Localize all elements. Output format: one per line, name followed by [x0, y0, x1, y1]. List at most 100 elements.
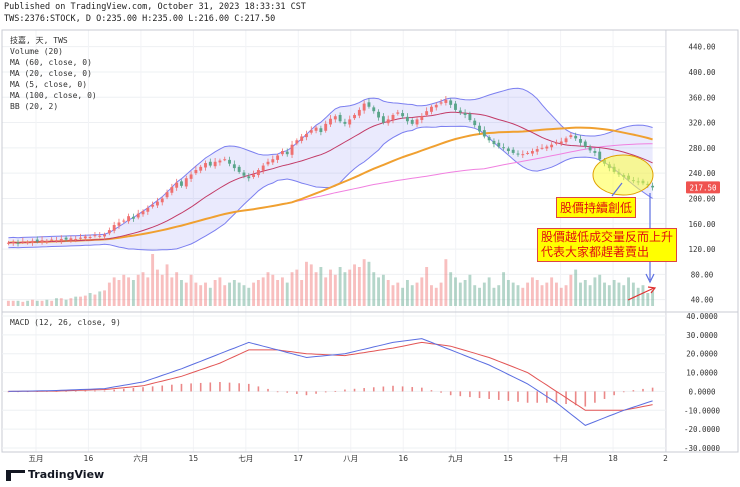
volume-bar — [372, 272, 376, 306]
legend-ma5[interactable]: MA (5, close, 0) — [10, 80, 88, 89]
time-tick-label: 七月 — [238, 454, 253, 463]
price-tick-label: 40.00 — [691, 296, 714, 305]
legend-volume[interactable]: Volume (20) — [10, 47, 63, 56]
candle-body — [329, 118, 332, 125]
candle-body — [93, 235, 97, 237]
volume-bar — [319, 267, 323, 306]
volume-bar — [242, 285, 246, 306]
candle-body — [146, 207, 150, 212]
candle-body — [276, 155, 280, 160]
candle-body — [430, 106, 433, 112]
volume-bar — [425, 267, 429, 306]
macd-histogram-bar — [392, 385, 394, 392]
price-tick-label: 320.00 — [688, 119, 716, 128]
price-tick-label: 360.00 — [688, 93, 716, 102]
volume-bar — [641, 285, 645, 306]
volume-bar — [516, 285, 520, 306]
candle-body — [583, 141, 587, 147]
candle-body — [242, 172, 246, 176]
candle-body — [45, 240, 49, 242]
candle-body — [497, 142, 501, 147]
candle-body — [223, 159, 227, 161]
legend-symbol[interactable]: 技嘉, 天, TWS — [10, 36, 68, 45]
candle-body — [266, 161, 270, 165]
candle-body — [564, 138, 568, 143]
macd-histogram-bar — [430, 390, 433, 392]
volume-bar — [588, 285, 592, 306]
tradingview-logo[interactable]: TradingView — [6, 468, 104, 481]
candle-body — [88, 237, 92, 239]
volume-bar — [627, 277, 631, 306]
volume-bar — [540, 285, 544, 306]
time-tick-label: 16 — [398, 454, 408, 463]
candle-body — [165, 192, 169, 198]
volume-bar — [487, 277, 491, 306]
volume-bar — [131, 280, 135, 306]
volume-bar — [165, 264, 169, 306]
volume-bar — [309, 264, 313, 306]
candle-body — [425, 111, 429, 115]
candle-body — [559, 141, 563, 144]
volume-bar — [79, 296, 82, 306]
volume-bar — [396, 282, 400, 306]
candle-body — [64, 237, 68, 240]
volume-bar — [83, 295, 87, 306]
volume-bar — [535, 280, 539, 306]
volume-bar — [492, 287, 496, 306]
volume-bar — [223, 285, 227, 306]
volume-bar — [329, 269, 332, 306]
macd-histogram-bar — [507, 391, 510, 401]
macd-histogram-bar — [526, 391, 529, 403]
candle-body — [213, 161, 217, 167]
volume-bar — [434, 287, 438, 306]
volume-bar — [98, 291, 102, 306]
volume-bar — [343, 272, 347, 306]
volume-bar — [377, 277, 381, 306]
legend-ma60[interactable]: MA (60, close, 0) — [10, 58, 92, 67]
candle-body — [160, 198, 164, 203]
volume-bar — [386, 280, 390, 306]
candle-body — [651, 185, 655, 188]
volume-bar — [622, 285, 626, 306]
legend-bb[interactable]: BB (20, 2) — [10, 102, 59, 111]
volume-bar — [155, 269, 159, 306]
candle-body — [343, 121, 347, 124]
time-tick-label: 15 — [503, 454, 513, 463]
volume-bar — [103, 290, 106, 306]
annotation-volume-rising: 股價越低成交量反而上升 代表大家都趕著賣出 — [537, 228, 678, 262]
candle-body — [333, 116, 337, 120]
candle-body — [410, 120, 414, 124]
chart-frame — [1, 29, 739, 453]
macd-tick-label: -10.0000 — [684, 406, 721, 415]
volume-bar — [569, 274, 573, 306]
macd-histogram-bar — [238, 383, 240, 392]
candle-body — [454, 103, 457, 110]
volume-bar — [237, 282, 241, 306]
macd-tick-label: -30.0000 — [684, 444, 721, 453]
time-tick-label: 五月 — [29, 454, 44, 463]
ma60-line — [8, 126, 653, 244]
bb-band-area — [8, 88, 653, 251]
macd-tick-label: -20.0000 — [684, 425, 721, 434]
legend-ma20[interactable]: MA (20, close, 0) — [10, 69, 92, 78]
candle-body — [506, 148, 510, 152]
macd-histogram-bar — [594, 391, 596, 403]
macd-histogram-bar — [555, 391, 558, 403]
bb-upper-line — [8, 87, 653, 239]
time-tick-label: 18 — [608, 454, 618, 463]
candle-body — [199, 166, 203, 171]
volume-bar — [612, 280, 616, 306]
candle-body — [35, 239, 39, 242]
candle-body — [521, 154, 525, 156]
legend-macd[interactable]: MACD (12, 26, close, 9) — [10, 318, 121, 327]
volume-bar — [285, 282, 289, 306]
macd-histogram-bar — [401, 386, 404, 392]
volume-bar — [550, 277, 554, 306]
volume-bar — [16, 300, 20, 306]
candle-body — [487, 137, 491, 141]
legend-ma100[interactable]: MA (100, close, 0) — [10, 91, 97, 100]
macd-histogram-bar — [497, 391, 500, 400]
arrow-up-volume — [627, 287, 655, 301]
volume-bar — [88, 293, 92, 306]
